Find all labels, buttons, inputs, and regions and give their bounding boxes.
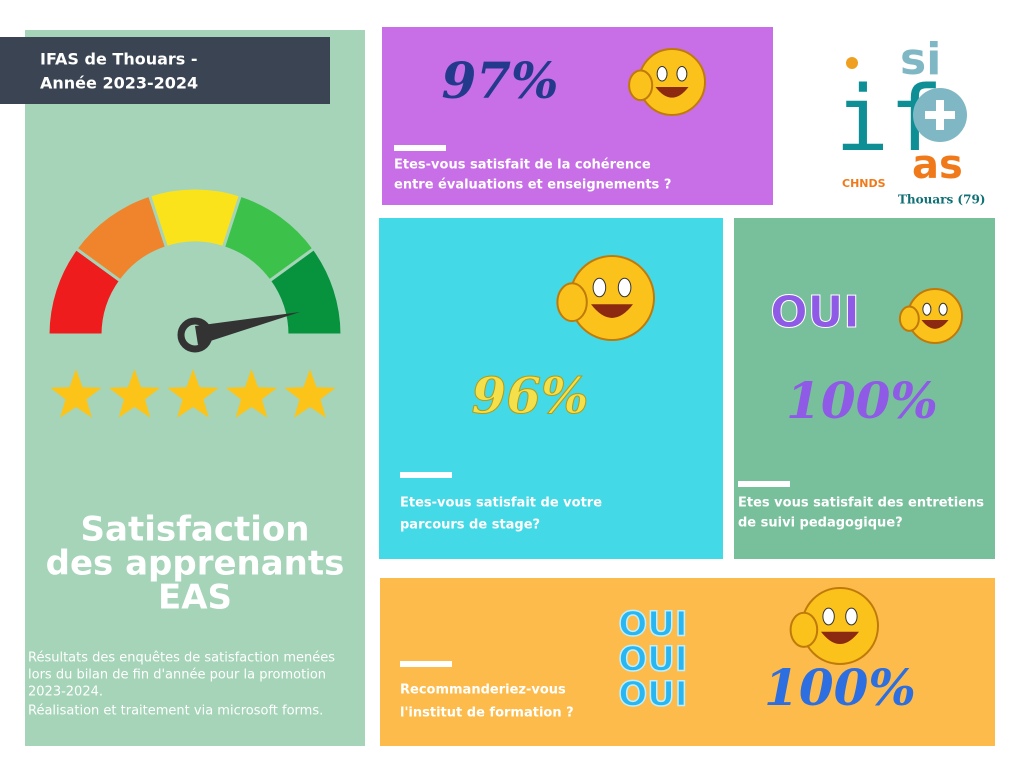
- emoji: [628, 48, 706, 116]
- card: [734, 218, 995, 559]
- emoji-eye: [676, 65, 688, 82]
- panel-title: EAS: [158, 578, 232, 618]
- emoji-mouth: [655, 86, 689, 98]
- panel-title: Satisfaction: [81, 510, 310, 550]
- question: parcours de stage?: [400, 518, 540, 533]
- emoji-eye: [592, 277, 607, 298]
- result: 97%: [441, 51, 558, 110]
- gauge: [46, 186, 344, 353]
- description: Réalisation et traitement via microsoft …: [28, 704, 323, 719]
- question: entre évaluations et enseignements ?: [394, 178, 671, 193]
- emoji-thumb: [628, 69, 654, 102]
- logo: si if as CHNDS Thouars (79): [835, 34, 985, 207]
- logo-caption: CHNDS: [842, 177, 886, 190]
- header-box: [0, 37, 330, 104]
- emoji-eye: [922, 302, 932, 316]
- logo-text: as: [912, 142, 963, 188]
- card: [380, 578, 995, 746]
- question: Etes-vous satisfait de votre: [400, 496, 602, 511]
- emoji-eye: [822, 607, 835, 626]
- result: 96%: [471, 366, 588, 425]
- emoji-mouth: [821, 631, 859, 645]
- emoji-mouth: [591, 304, 633, 318]
- logo-text: si: [900, 34, 941, 85]
- emoji: [789, 587, 879, 665]
- header-title: IFAS de Thouars -: [40, 50, 198, 69]
- star: [225, 369, 278, 418]
- emoji-thumb: [556, 282, 588, 323]
- result: 100%: [786, 371, 938, 430]
- question: Etes vous satisfait des entretiens: [738, 496, 984, 511]
- question: l'institut de formation ?: [400, 706, 574, 721]
- divider: [400, 472, 452, 478]
- emoji-mouth: [921, 320, 949, 329]
- logo-cross: [925, 100, 955, 130]
- answer: OUI: [618, 605, 687, 645]
- result: 100%: [764, 658, 916, 717]
- emoji: [556, 255, 655, 341]
- answer: OUI: [618, 640, 687, 680]
- stars: [50, 369, 336, 418]
- answer: OUI: [618, 675, 687, 715]
- logo-caption: Thouars (79): [898, 193, 985, 207]
- card: [379, 218, 723, 559]
- description: lors du bilan de fin d'année pour la pro…: [28, 668, 326, 683]
- star: [284, 369, 336, 418]
- divider: [394, 145, 446, 151]
- answer: OUI: [770, 287, 860, 338]
- gauge-hub: [177, 317, 213, 353]
- card: [382, 27, 773, 205]
- emoji-thumb: [898, 305, 920, 332]
- star: [50, 369, 102, 418]
- emoji-eye: [845, 607, 858, 626]
- question: de suivi pedagogique?: [738, 516, 903, 531]
- description: 2023-2024.: [28, 685, 103, 700]
- gauge-segment: [267, 246, 344, 337]
- star: [167, 369, 219, 418]
- gauge-needle: [195, 312, 300, 345]
- divider: [738, 481, 790, 487]
- emoji: [898, 288, 963, 344]
- emoji-thumb: [789, 611, 819, 648]
- question: Recommanderiez-vous: [400, 683, 566, 698]
- description: Résultats des enquêtes de satisfaction m…: [28, 651, 335, 666]
- logo-dot: [846, 57, 858, 69]
- emoji-eye: [938, 302, 948, 316]
- emoji-eye: [617, 277, 632, 298]
- panel-title: des apprenants: [46, 544, 345, 584]
- header-title: Année 2023-2024: [40, 74, 198, 93]
- divider: [400, 661, 452, 667]
- emoji-eye: [656, 65, 668, 82]
- star: [108, 369, 161, 418]
- question: Etes-vous satisfait de la cohérence: [394, 158, 651, 173]
